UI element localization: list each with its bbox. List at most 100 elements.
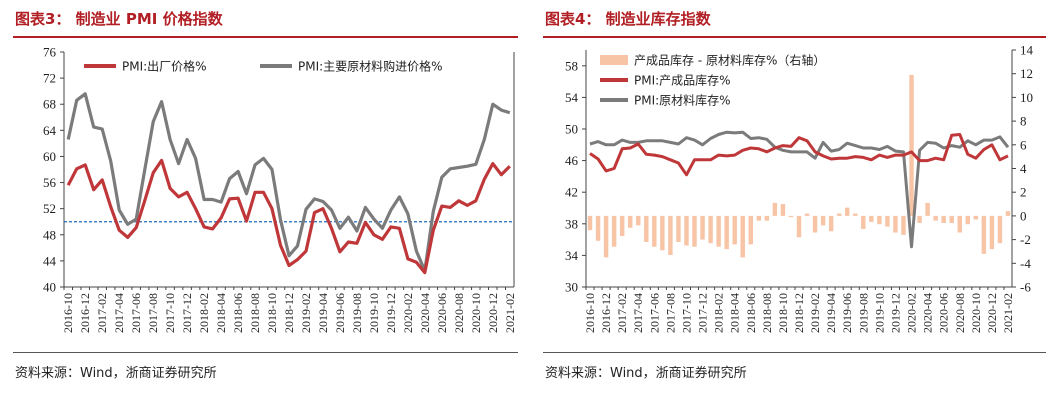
x-tick-label: 2019-06 (840, 293, 854, 333)
x-tick-label: 2016-10 (583, 293, 597, 333)
bar-inventory-diff (740, 215, 745, 258)
bar-inventory-diff (603, 215, 609, 258)
bar-inventory-diff (724, 215, 729, 250)
y-tick-label: 64 (43, 123, 57, 138)
y-right-tick-label: 14 (1020, 43, 1034, 58)
bar-inventory-diff (644, 215, 649, 242)
x-tick-label: 2019-10 (872, 293, 886, 333)
x-tick-label: 2019-04 (316, 293, 330, 333)
x-tick-label: 2019-12 (384, 293, 398, 333)
x-tick-label: 2017-08 (146, 293, 160, 333)
x-tick-label: 2019-12 (888, 293, 902, 333)
x-tick-label: 2017-04 (112, 293, 126, 333)
bar-inventory-diff (708, 215, 713, 244)
bar-inventory-diff (885, 215, 890, 227)
bar-inventory-diff (957, 215, 962, 233)
bar-inventory-diff (941, 215, 946, 224)
y-left-tick-label: 30 (565, 280, 578, 295)
x-tick-label: 2020-10 (969, 293, 983, 333)
y-right-tick-label: -4 (1020, 256, 1031, 271)
bar-inventory-diff (836, 213, 842, 216)
x-tick-label: 2018-08 (760, 293, 774, 333)
x-tick-label: 2018-06 (231, 293, 245, 333)
y-right-tick-label: -6 (1020, 280, 1031, 295)
bar-inventory-diff (619, 215, 625, 237)
bar-inventory-diff (660, 215, 665, 251)
bar-inventory-diff (949, 215, 954, 224)
series-line-input-price (66, 92, 511, 273)
x-tick-label: 2018-04 (728, 293, 742, 333)
x-tick-label: 2017-12 (696, 293, 710, 333)
legend-label: PMI:原材料库存% (634, 93, 731, 108)
x-tick-label: 2019-08 (350, 293, 364, 333)
bar-inventory-diff (668, 215, 673, 256)
x-tick-label: 2017-08 (663, 293, 677, 333)
x-tick-label: 2019-08 (856, 293, 870, 333)
x-tick-label: 2017-06 (129, 293, 143, 333)
y-left-tick-label: 34 (565, 248, 579, 263)
legend-label: PMI:产成品库存% (634, 73, 731, 88)
y-tick-label: 48 (43, 227, 56, 242)
inventory-index-chart: 3034384246505458-6-4-2024681012142016-10… (565, 43, 1034, 334)
y-tick-label: 56 (43, 175, 57, 190)
bar-inventory-diff (901, 215, 906, 235)
x-tick-label: 2017-06 (647, 293, 661, 333)
x-tick-label: 2018-12 (792, 293, 806, 333)
bar-inventory-diff (973, 215, 979, 220)
series-line-output-price (66, 158, 511, 275)
bar-inventory-diff (917, 215, 922, 224)
x-tick-label: 2018-02 (712, 293, 726, 333)
left-title-rule (13, 36, 518, 38)
bar-inventory-diff (611, 215, 617, 247)
right-figure-title: 图表4： 制造业库存指数 (545, 10, 711, 28)
bar-inventory-diff (684, 215, 689, 246)
y-left-tick-label: 38 (565, 216, 578, 231)
x-tick-label: 2017-02 (615, 293, 629, 333)
bar-inventory-diff (828, 215, 834, 232)
bar-inventory-diff (756, 215, 762, 221)
bar-inventory-diff (893, 215, 898, 233)
right-source-rule (543, 352, 1046, 353)
bar-inventory-diff (1005, 211, 1011, 216)
bar-inventory-diff (652, 215, 657, 247)
bar-inventory-diff (989, 215, 995, 250)
right-title-rule (543, 36, 1046, 38)
bar-inventory-diff (820, 215, 826, 226)
bar-inventory-diff (796, 215, 802, 238)
y-left-tick-label: 58 (565, 58, 578, 73)
series-line-raw-materials (589, 130, 1010, 249)
bar-inventory-diff (595, 215, 601, 241)
bar-inventory-diff (780, 204, 786, 216)
x-tick-label: 2020-08 (953, 293, 967, 333)
legend-swatch-bar (600, 55, 628, 65)
y-tick-label: 44 (43, 253, 57, 268)
bar-inventory-diff (981, 215, 987, 254)
x-tick-label: 2019-10 (367, 293, 381, 333)
bar-inventory-diff (587, 215, 593, 231)
x-tick-label: 2020-04 (921, 293, 935, 333)
bar-inventory-diff (700, 215, 705, 240)
x-tick-label: 2020-08 (452, 293, 466, 333)
y-right-tick-label: 8 (1020, 114, 1027, 129)
legend-label: 产成品库存 - 原材料库存%（右轴） (634, 53, 825, 68)
x-tick-label: 2017-10 (163, 293, 177, 333)
bar-inventory-diff (772, 202, 778, 216)
x-tick-label: 2020-06 (435, 293, 449, 333)
x-tick-label: 2020-04 (418, 293, 432, 333)
x-tick-label: 2020-12 (486, 293, 500, 333)
x-tick-label: 2020-02 (401, 293, 415, 333)
y-tick-label: 60 (43, 149, 56, 164)
bar-inventory-diff (845, 207, 850, 216)
x-tick-label: 2021-02 (1001, 293, 1015, 333)
bar-inventory-diff (764, 215, 770, 221)
bar-inventory-diff (933, 215, 938, 221)
bar-inventory-diff (853, 213, 858, 216)
x-tick-label: 2018-06 (744, 293, 758, 333)
x-tick-label: 2017-04 (631, 293, 645, 333)
x-tick-label: 2020-06 (937, 293, 951, 333)
x-tick-label: 2020-02 (905, 293, 919, 333)
bar-inventory-diff (965, 215, 971, 225)
left-figure-panel: 图表3： 制造业 PMI 价格指数 40 44 48 52 56 60 64 68 72 76 20… (13, 10, 518, 381)
y-left-tick-label: 54 (565, 90, 579, 105)
